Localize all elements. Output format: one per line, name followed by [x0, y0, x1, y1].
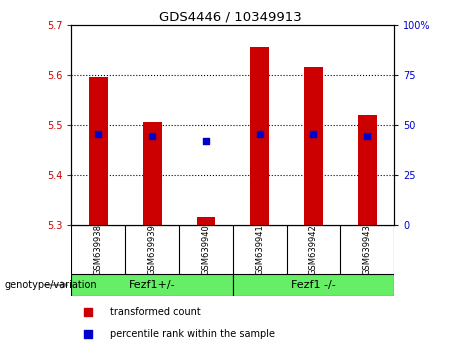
Bar [233, 274, 394, 296]
Text: genotype/variation: genotype/variation [5, 280, 97, 290]
Text: percentile rank within the sample: percentile rank within the sample [110, 329, 275, 339]
Point [376, 141, 383, 147]
Bar [250, 47, 269, 225]
Text: GSM639940: GSM639940 [201, 224, 210, 275]
Text: GSM639938: GSM639938 [94, 224, 103, 275]
Bar [89, 77, 108, 225]
Text: GSM639941: GSM639941 [255, 224, 264, 275]
Bar [143, 122, 161, 225]
Bar [196, 217, 215, 225]
Point [148, 133, 156, 139]
Point [202, 138, 210, 144]
Text: GSM639939: GSM639939 [148, 224, 157, 275]
Text: GSM639942: GSM639942 [309, 224, 318, 275]
Bar [71, 274, 233, 296]
Text: Fezf1 -/-: Fezf1 -/- [291, 280, 336, 290]
Point [310, 131, 317, 137]
Text: Fezf1+/-: Fezf1+/- [129, 280, 176, 290]
Point [95, 131, 102, 137]
Text: GSM639943: GSM639943 [363, 224, 372, 275]
Point [256, 131, 263, 137]
Point [364, 133, 371, 139]
Text: GDS4446 / 10349913: GDS4446 / 10349913 [159, 11, 302, 24]
Bar [358, 115, 377, 225]
Text: transformed count: transformed count [110, 307, 201, 317]
Bar [304, 67, 323, 225]
